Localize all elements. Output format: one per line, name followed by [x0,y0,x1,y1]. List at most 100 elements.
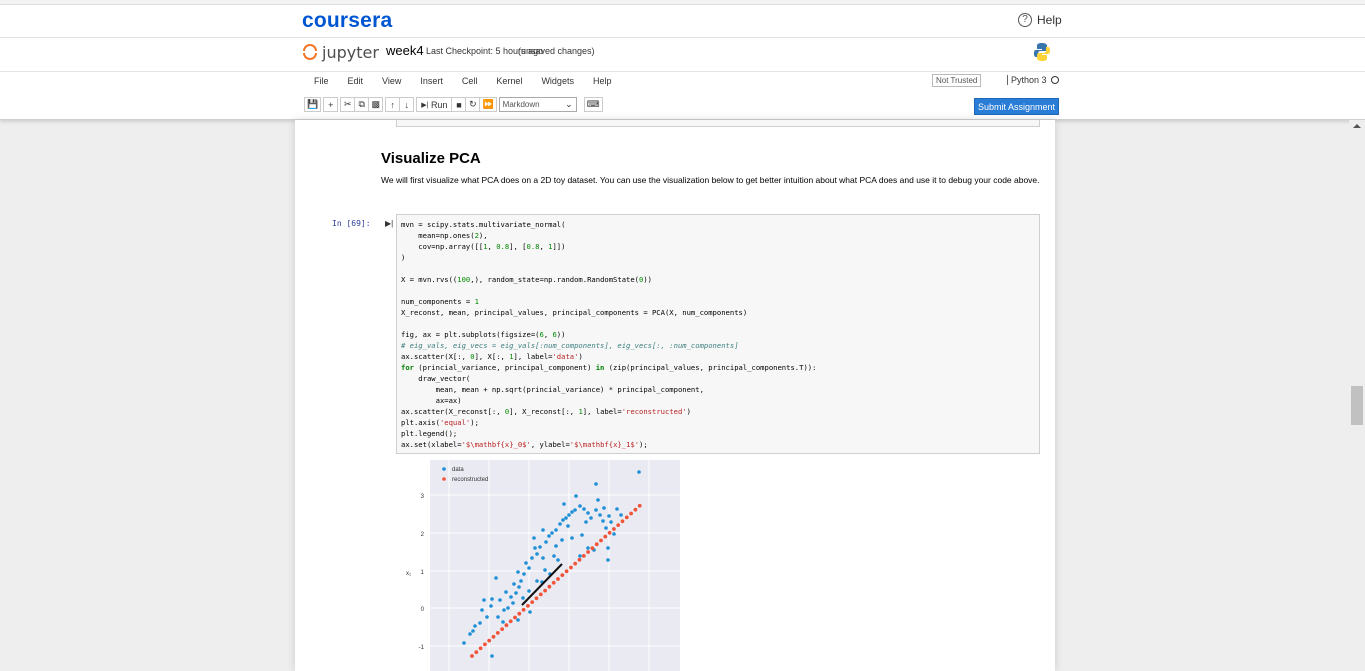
reconstructed-point [526,604,530,608]
data-point [506,606,510,610]
menu-kernel[interactable]: Kernel [496,76,523,86]
data-point [535,579,539,583]
data-point [521,596,525,600]
reconstructed-point [470,654,474,658]
help-label: Help [1037,13,1062,27]
y-tick-label: -1 [419,645,425,651]
not-trusted-button[interactable]: Not Trusted [932,74,982,87]
data-point [502,608,506,612]
data-point [550,531,554,535]
data-point [524,561,528,565]
reconstructed-point [569,565,573,570]
run-cell-icon[interactable]: ▶| [385,219,394,228]
data-point [522,572,526,576]
data-point [480,608,484,612]
data-point [586,511,590,515]
data-point [564,516,568,520]
save-button[interactable]: 💾 [304,97,322,112]
notebook-toolbar: 💾 + ✂ ⧉ ▩ ↑ ↓ ▶| Run ■ ↻ ⏩ [304,97,603,112]
data-point [601,519,605,523]
data-point [586,546,590,550]
previous-code-cell[interactable] [396,120,1040,127]
data-point [554,544,558,548]
move-up-button[interactable]: ↑ [385,97,401,112]
reconstructed-point [513,615,517,620]
y-tick-label: 0 [421,607,425,613]
command-palette-button[interactable]: ⌨ [583,97,603,112]
reconstructed-point [599,538,603,543]
chevron-down-icon: ⌄ [565,99,573,109]
data-point [496,615,500,619]
data-point [514,591,518,595]
reconstructed-point [551,580,556,585]
data-point [482,598,486,602]
data-point [637,470,641,474]
submit-assignment-button[interactable]: Submit Assignment [974,98,1059,115]
paste-button[interactable]: ▩ [368,97,384,112]
cell-type-value: Markdown [502,100,540,109]
reconstructed-point [483,642,487,647]
cell-type-select[interactable]: Markdown ⌄ [498,97,577,112]
data-point [562,502,566,506]
data-point [543,568,547,572]
question-circle-icon: ? [1018,13,1032,27]
help-link[interactable]: ? Help [1018,13,1062,27]
y-axis-label: x₁ [406,571,411,577]
data-point [478,621,482,625]
data-point [558,522,562,526]
restart-button[interactable]: ↻ [465,97,481,112]
data-point [566,524,570,528]
reconstructed-point [491,634,496,639]
menu-widgets[interactable]: Widgets [541,76,574,86]
data-point [498,598,502,602]
legend-data-label: data [452,467,464,473]
menu-edit[interactable]: Edit [347,76,364,86]
principal-vector [521,563,563,606]
scissors-icon: ✂ [343,99,352,109]
keyboard-icon: ⌨ [586,99,600,109]
reconstructed-point [508,619,513,624]
data-point [615,507,619,511]
notebook-name[interactable]: week4 [386,43,424,58]
data-point [473,624,477,628]
insert-cell-button[interactable]: + [323,97,339,112]
menu-file[interactable]: File [314,76,329,86]
cut-button[interactable]: ✂ [340,97,356,112]
jupyter-logo-text: jupyter [322,42,379,62]
menu-help[interactable]: Help [592,76,612,86]
restart-run-all-button[interactable]: ⏩ [479,97,497,112]
reconstructed-point [624,515,629,520]
step-forward-icon: ▶| [421,101,429,109]
data-point [544,540,548,544]
reconstructed-point [547,584,552,589]
kernel-indicator[interactable]: Python 3 [1007,75,1059,85]
jupyter-logo[interactable]: jupyter [302,42,379,62]
copy-icon: ⧉ [358,99,365,109]
data-point [511,601,515,605]
unsaved-status: (unsaved changes) [518,46,595,56]
menu-view[interactable]: View [382,76,402,86]
pca-scatter-plot: 3 2 1 0 -1 x₁ data reconstructed [406,460,680,671]
scrollbar-thumb[interactable] [1351,386,1363,425]
scroll-up-arrow-icon[interactable] [1353,124,1361,128]
move-down-button[interactable]: ↓ [399,97,415,112]
data-point [485,615,489,619]
output-plot: 3 2 1 0 -1 x₁ data reconstructed [396,460,686,671]
code-cell-editor[interactable]: mvn = scipy.stats.multivariate_normal( m… [396,214,1040,454]
notebook-container: Visualize PCA We will first visualize wh… [295,120,1055,671]
reconstructed-point [474,650,479,655]
interrupt-button[interactable]: ■ [451,97,467,112]
run-button[interactable]: ▶| Run [416,97,453,112]
reconstructed-point [538,592,543,597]
menu-cell[interactable]: Cell [461,76,478,86]
copy-button[interactable]: ⧉ [354,97,370,112]
page-scrollbar[interactable] [1349,120,1365,671]
data-point [516,618,520,622]
reconstructed-point [517,611,522,616]
menu-list: File Edit View Insert Cell Kernel Widget… [314,76,630,86]
coursera-logo[interactable]: coursera [302,9,393,32]
data-point [612,532,616,536]
data-point [606,558,610,562]
menu-insert[interactable]: Insert [420,76,443,86]
data-point [490,654,494,658]
